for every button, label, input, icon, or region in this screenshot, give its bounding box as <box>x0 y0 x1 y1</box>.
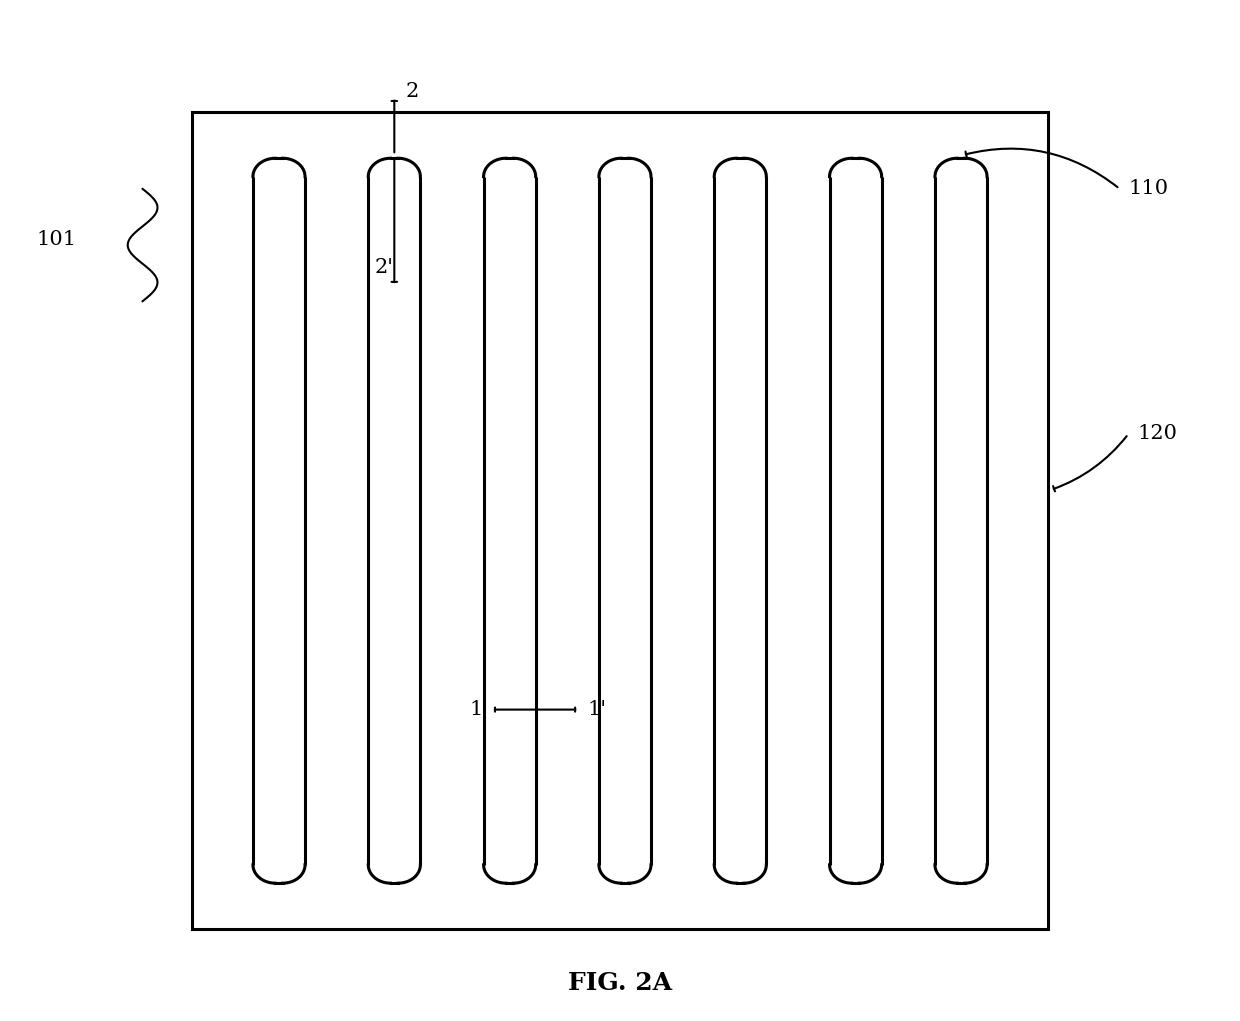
Bar <box>192 112 1048 929</box>
Text: 120: 120 <box>1137 425 1177 443</box>
Text: 2: 2 <box>405 83 419 101</box>
Text: 110: 110 <box>1128 180 1168 198</box>
Text: FIG. 2A: FIG. 2A <box>568 971 672 995</box>
Text: 1': 1' <box>588 700 606 719</box>
Text: 101: 101 <box>37 231 77 249</box>
Text: 2': 2' <box>374 258 393 277</box>
Text: 1: 1 <box>469 700 482 719</box>
